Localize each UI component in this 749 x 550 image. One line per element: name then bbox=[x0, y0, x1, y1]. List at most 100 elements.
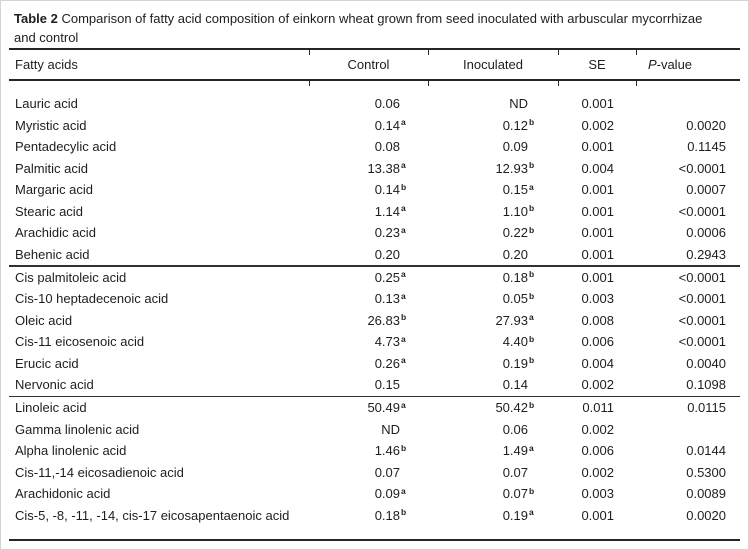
control-value: 0.15 bbox=[309, 377, 428, 392]
p-value-cell: 0.0020 bbox=[686, 507, 726, 523]
fatty-acid-name: Gamma linolenic acid bbox=[15, 421, 140, 437]
fatty-acid-name: Cis palmitoleic acid bbox=[15, 269, 127, 285]
inoculated-value: 0.12b bbox=[502, 117, 535, 133]
control-number: 1.14 bbox=[374, 203, 400, 219]
column-tick bbox=[636, 81, 637, 86]
table-row: Cis-11,-14 eicosadienoic acid 0.07 0.07 … bbox=[9, 462, 740, 484]
p-value-cell: 0.0007 bbox=[686, 182, 726, 198]
column-tick bbox=[309, 50, 310, 55]
control-number: 0.06 bbox=[374, 96, 400, 112]
table-row: Arachidonic acid 0.09a 0.07b 0.003 0.008… bbox=[9, 483, 740, 505]
control-number: 0.13 bbox=[374, 291, 400, 307]
inoculated-number: 0.19 bbox=[502, 355, 528, 371]
control-number: 0.25 bbox=[374, 269, 400, 285]
fatty-acid-name: Lauric acid bbox=[15, 96, 78, 112]
table-row: Myristic acid 0.14a 0.12b 0.002 0.0020 bbox=[9, 115, 740, 137]
control-value: 0.25a bbox=[374, 269, 406, 285]
table-row: Cis-5, -8, -11, -14, cis-17 eicosapentae… bbox=[9, 505, 740, 527]
control-value: 1.46b bbox=[374, 442, 407, 459]
column-tick bbox=[428, 81, 429, 86]
p-value-cell: 0.1098 bbox=[686, 377, 726, 393]
control-value: 0.07 bbox=[309, 465, 428, 480]
fatty-acid-name: Cis-11 eicosenoic acid bbox=[15, 334, 145, 350]
inoculated-number: 0.05 bbox=[502, 291, 528, 307]
inoculated-value: 0.09 bbox=[428, 139, 558, 154]
inoculated-value: 0.07b bbox=[502, 485, 535, 502]
column-tick bbox=[636, 50, 637, 55]
fatty-acid-name: Cis-11,-14 eicosadienoic acid bbox=[15, 464, 184, 480]
se-value: 0.001 bbox=[581, 246, 614, 262]
inoculated-number: 4.40 bbox=[502, 334, 528, 350]
control-value: 50.49a bbox=[367, 399, 406, 416]
control-value: 4.73a bbox=[374, 333, 406, 350]
p-value-cell: <0.0001 bbox=[678, 203, 726, 219]
inoculated-value: 0.18b bbox=[502, 269, 535, 285]
fatty-acid-name: Cis-10 heptadecenoic acid bbox=[15, 291, 169, 307]
inoculated-number: 27.93 bbox=[495, 312, 528, 328]
table-row: Cis-11 eicosenoic acid 4.73a 4.40b 0.006… bbox=[9, 331, 740, 353]
inoculated-value: 50.42b bbox=[495, 399, 535, 416]
inoculated-value: ND bbox=[428, 96, 558, 111]
se-value: 0.004 bbox=[581, 160, 614, 176]
control-number: 50.49 bbox=[367, 400, 400, 416]
table-row: Arachidic acid 0.23a 0.22b 0.001 0.0006 bbox=[9, 222, 740, 244]
top-rule bbox=[9, 48, 740, 55]
control-value: 0.08 bbox=[309, 139, 428, 154]
inoculated-number: 0.07 bbox=[502, 464, 528, 480]
se-value: 0.002 bbox=[581, 117, 614, 133]
p-value-cell: 0.5300 bbox=[686, 464, 726, 480]
fatty-acid-name: Erucic acid bbox=[15, 355, 79, 371]
table-row: Oleic acid 26.83b 27.93a 0.008 <0.0001 bbox=[9, 310, 740, 332]
control-value: 13.38a bbox=[367, 160, 406, 176]
p-value-cell: 0.2943 bbox=[686, 246, 726, 262]
table-caption-text-line2: and control bbox=[14, 30, 79, 45]
column-tick bbox=[558, 81, 559, 86]
control-number: ND bbox=[381, 421, 400, 437]
inoculated-number: 0.12 bbox=[502, 117, 528, 133]
table-body-group-1: Lauric acid 0.06 ND 0.001 Myristic acid … bbox=[9, 93, 740, 265]
table-row: Pentadecylic acid 0.08 0.09 0.001 0.1145 bbox=[9, 136, 740, 158]
fatty-acid-name: Margaric acid bbox=[15, 182, 94, 198]
header-rule bbox=[9, 79, 740, 86]
inoculated-number: 12.93 bbox=[495, 160, 528, 176]
se-value: 0.006 bbox=[581, 334, 614, 350]
table-row: Palmitic acid 13.38a 12.93b 0.004 <0.000… bbox=[9, 158, 740, 180]
control-number: 0.08 bbox=[374, 139, 400, 155]
inoculated-number: 1.10 bbox=[502, 203, 528, 219]
inoculated-value: 0.19b bbox=[502, 355, 535, 371]
table-body-group-2: Cis palmitoleic acid 0.25a 0.18b 0.001 <… bbox=[9, 267, 740, 396]
se-value: 0.004 bbox=[581, 355, 614, 371]
p-value-rest: -value bbox=[656, 57, 693, 72]
control-number: 1.46 bbox=[374, 443, 400, 459]
inoculated-number: 0.06 bbox=[502, 421, 528, 437]
inoculated-number: 0.19 bbox=[502, 507, 528, 523]
table-row: Cis palmitoleic acid 0.25a 0.18b 0.001 <… bbox=[9, 267, 740, 289]
inoculated-value: 0.07 bbox=[428, 465, 558, 480]
fatty-acid-name: Arachidonic acid bbox=[15, 486, 111, 502]
column-header-control: Control bbox=[347, 57, 390, 72]
inoculated-number: 0.22 bbox=[502, 225, 528, 241]
control-number: 0.09 bbox=[374, 486, 400, 502]
bottom-spacer bbox=[9, 526, 740, 539]
column-header-inoculated: Inoculated bbox=[463, 57, 523, 72]
se-value: 0.001 bbox=[581, 507, 614, 523]
inoculated-value: 0.06 bbox=[428, 422, 558, 437]
inoculated-value: 1.10b bbox=[502, 203, 535, 219]
bottom-rule bbox=[9, 539, 740, 541]
table-row: Linoleic acid 50.49a 50.42b 0.011 0.0115 bbox=[9, 397, 740, 419]
inoculated-number: 0.14 bbox=[502, 377, 528, 393]
fatty-acid-name: Pentadecylic acid bbox=[15, 139, 117, 155]
control-number: 26.83 bbox=[367, 312, 400, 328]
fatty-acid-name: Linoleic acid bbox=[15, 400, 87, 416]
p-value-italic-p: P bbox=[647, 57, 657, 72]
fatty-acid-name: Myristic acid bbox=[15, 117, 87, 133]
inoculated-value: 12.93b bbox=[495, 160, 535, 176]
control-number: 0.15 bbox=[374, 377, 400, 393]
p-value-cell: 0.0144 bbox=[686, 443, 726, 459]
control-value: ND bbox=[309, 422, 428, 437]
column-header-se: SE bbox=[588, 57, 606, 72]
se-value: 0.001 bbox=[581, 96, 614, 112]
fatty-acid-name: Arachidic acid bbox=[15, 225, 96, 241]
inoculated-value: 1.49a bbox=[502, 442, 534, 459]
